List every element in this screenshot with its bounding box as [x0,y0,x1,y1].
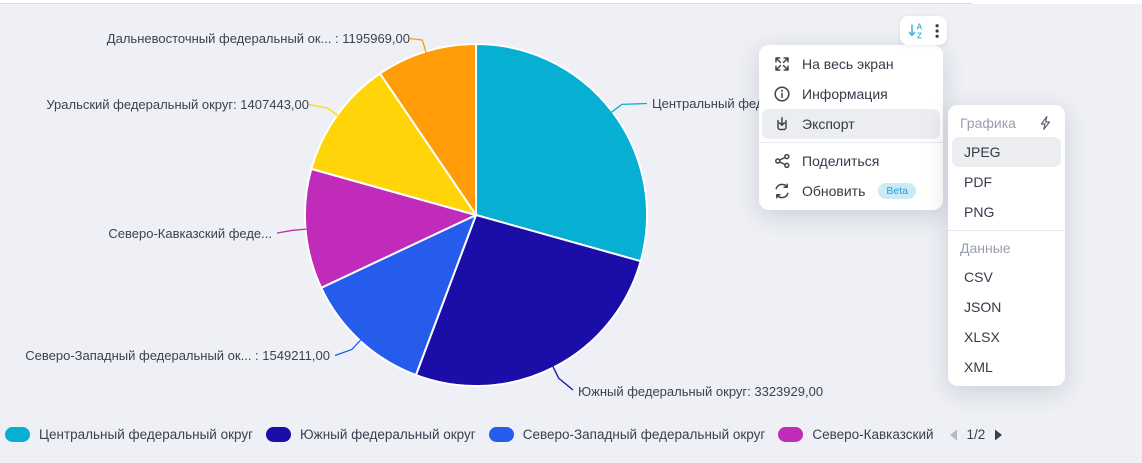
menu-item-share[interactable]: Поделиться [762,146,940,176]
refresh-icon [775,183,789,199]
legend-swatch [5,427,30,442]
menu-item-label: Поделиться [802,153,880,169]
menu-item-label: На весь экран [802,56,894,72]
callout-line-4 [308,103,339,117]
legend-pager: 1/2 [948,427,1005,442]
submenu-header-graphics: Графика [948,109,1065,137]
callout-ural: Уральский федеральный округ: 1407443,00 [46,97,309,112]
export-option-label: XLSX [964,329,1000,345]
callout-northwest: Северо-Западный федеральный ок... : 1549… [25,348,330,363]
legend-prev-button[interactable] [948,428,959,442]
callout-line-3 [276,228,307,234]
legend-label: Северо-Кавказский [812,427,934,442]
context-menu: На весь экран Информация Экспорт [759,45,943,210]
menu-item-refresh[interactable]: Обновить Beta [762,176,940,206]
menu-item-label: Обновить [802,183,866,199]
legend-swatch [266,427,292,442]
export-option-jpeg[interactable]: JPEG [952,137,1061,167]
menu-item-label: Информация [802,86,888,102]
callout-caucasus: Северо-Кавказский феде... [108,226,272,241]
export-icon [777,117,787,131]
menu-item-info[interactable]: Информация [762,79,940,109]
menu-divider [759,142,943,143]
export-option-label: JSON [964,299,1002,315]
export-submenu: Графика JPEG PDF PNG Данные CSV JSON XLS… [948,105,1065,386]
callout-line-2 [334,339,362,357]
export-option-csv[interactable]: CSV [952,262,1061,292]
share-icon [775,153,790,169]
menu-item-label: Экспорт [802,116,855,132]
menu-item-fullscreen[interactable]: На весь экран [762,49,940,79]
legend-label: Северо-Западный федеральный округ [522,427,766,442]
legend-page-indicator: 1/2 [966,427,986,442]
menu-item-export[interactable]: Экспорт [762,109,940,139]
legend-next-button[interactable] [993,428,1004,442]
beta-badge: Beta [878,182,916,200]
widget-toolbar: A Z [900,16,947,45]
legend-item-central[interactable]: Центральный федеральный округ [5,427,253,442]
callout-fareast: Дальневосточный федеральный ок... : 1195… [106,31,410,46]
fullscreen-icon [775,57,789,71]
callout-central: Центральный фед [652,96,764,111]
legend-item-northwest[interactable]: Северо-Западный федеральный округ [488,427,766,442]
export-option-label: XML [964,359,993,375]
export-option-json[interactable]: JSON [952,292,1061,322]
submenu-header-label: Данные [960,240,1011,256]
callout-line-0 [611,102,648,113]
callout-line-5 [409,37,427,53]
export-option-label: PNG [964,204,995,220]
info-icon [774,86,790,102]
svg-text:Z: Z [917,31,922,40]
export-option-xml[interactable]: XML [952,352,1061,382]
export-option-png[interactable]: PNG [952,197,1061,227]
menu-divider [948,230,1065,231]
callout-south: Южный федеральный округ: 3323929,00 [578,384,824,399]
legend-swatch [778,427,804,442]
svg-text:A: A [917,22,923,31]
callout-line-1 [552,366,574,391]
legend-item-south[interactable]: Южный федеральный округ [266,427,476,442]
export-option-label: CSV [964,269,993,285]
export-option-label: JPEG [964,144,1001,160]
legend-label: Южный федеральный округ [300,427,476,442]
submenu-header-data: Данные [948,234,1065,262]
legend-label: Центральный федеральный округ [39,427,254,442]
export-option-xlsx[interactable]: XLSX [952,322,1061,352]
legend-swatch [488,427,514,442]
sort-alphabetical-icon[interactable]: A Z [906,21,926,41]
panel-top-border [0,3,972,4]
kebab-menu-icon[interactable] [933,22,941,40]
flash-icon [1040,116,1050,130]
chart-legend: Центральный федеральный округ Южный феде… [5,427,1004,442]
legend-item-caucasus[interactable]: Северо-Кавказский [778,427,934,442]
export-option-label: PDF [964,174,992,190]
submenu-header-label: Графика [960,115,1016,131]
export-option-pdf[interactable]: PDF [952,167,1061,197]
